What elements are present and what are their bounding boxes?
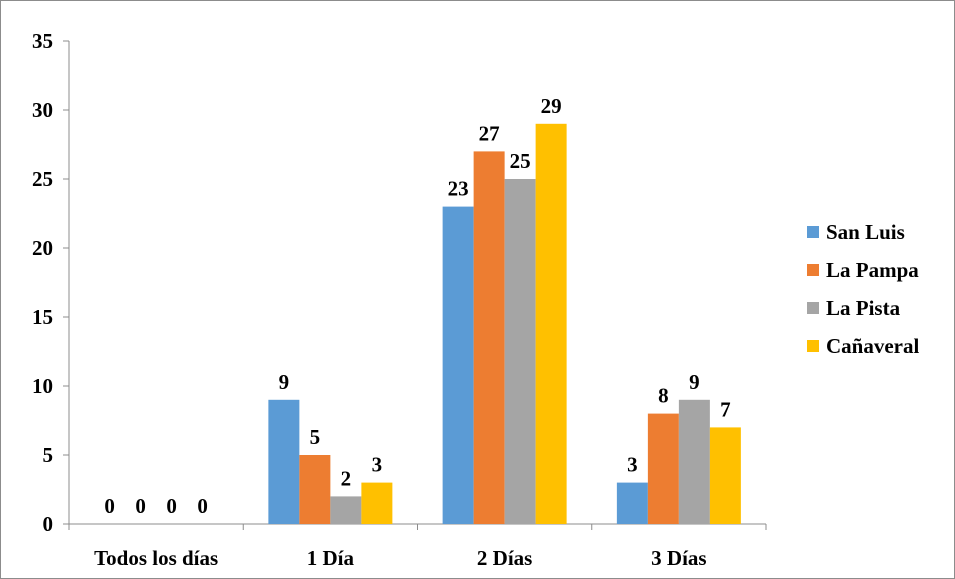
data-label: 27 xyxy=(479,121,500,145)
bar xyxy=(268,399,300,524)
data-label: 9 xyxy=(689,370,700,394)
y-tick-label: 15 xyxy=(32,305,53,329)
y-tick-label: 0 xyxy=(43,512,54,536)
data-label: 3 xyxy=(627,453,638,477)
bar xyxy=(330,496,362,524)
y-tick-label: 20 xyxy=(32,236,53,260)
legend-swatch xyxy=(807,264,819,276)
x-tick-label: 2 Días xyxy=(477,546,532,570)
data-label: 23 xyxy=(448,177,469,201)
bar xyxy=(535,123,567,525)
data-label: 8 xyxy=(658,384,669,408)
y-tick-label: 10 xyxy=(32,374,53,398)
legend-swatch xyxy=(807,226,819,238)
bar xyxy=(616,482,648,524)
y-tick-label: 5 xyxy=(43,443,54,467)
x-tick-label: 3 Días xyxy=(651,546,706,570)
data-label: 25 xyxy=(510,149,531,173)
y-tick-label: 35 xyxy=(32,29,53,53)
data-label: 9 xyxy=(279,370,290,394)
bar xyxy=(504,179,536,524)
y-axis: 0 5 10 15 20 25 30 35 xyxy=(32,29,70,536)
x-axis: Todos los días 1 Día 2 Días 3 Días xyxy=(68,523,767,570)
data-label: 0 xyxy=(104,494,115,518)
bar xyxy=(473,151,505,524)
data-label: 29 xyxy=(541,94,562,118)
legend-swatch xyxy=(807,340,819,352)
legend-label: San Luis xyxy=(826,220,905,244)
bar xyxy=(709,427,741,524)
bar xyxy=(442,206,474,524)
bars xyxy=(268,123,741,525)
bar xyxy=(678,399,710,524)
data-label: 2 xyxy=(341,466,352,490)
data-label: 0 xyxy=(197,494,208,518)
data-label: 3 xyxy=(372,453,383,477)
data-label: 0 xyxy=(135,494,146,518)
legend-label: La Pista xyxy=(826,296,901,320)
data-label: 7 xyxy=(720,397,731,421)
x-tick-label: 1 Día xyxy=(307,546,355,570)
bar xyxy=(361,482,393,524)
bar xyxy=(647,413,679,524)
bar xyxy=(299,455,331,524)
y-tick-label: 30 xyxy=(32,98,53,122)
y-tick-label: 25 xyxy=(32,167,53,191)
legend-label: La Pampa xyxy=(826,258,919,282)
x-tick-label: Todos los días xyxy=(94,546,218,570)
legend-label: Cañaveral xyxy=(826,334,920,358)
data-label: 0 xyxy=(166,494,177,518)
legend-swatch xyxy=(807,302,819,314)
data-label: 5 xyxy=(310,425,321,449)
